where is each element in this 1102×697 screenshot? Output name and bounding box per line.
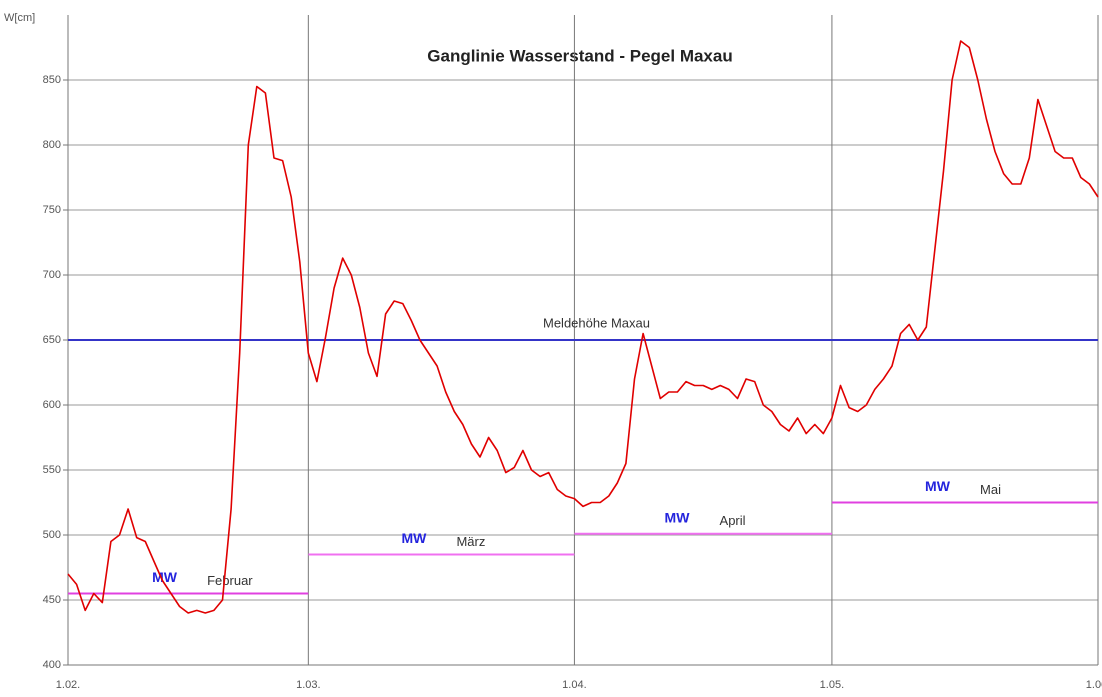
mean-label: MW bbox=[665, 509, 691, 525]
x-tick-label: 1.02. bbox=[56, 679, 80, 691]
y-tick-label: 450 bbox=[43, 594, 61, 606]
mean-label: MW bbox=[152, 569, 178, 585]
x-tick-label: 1.04. bbox=[562, 679, 586, 691]
y-tick-label: 650 bbox=[43, 334, 61, 346]
series-line bbox=[67, 40, 1099, 614]
y-tick-label: 500 bbox=[43, 529, 61, 541]
mean-month: April bbox=[720, 513, 746, 528]
y-tick-label: 600 bbox=[43, 399, 61, 411]
reference-label: Meldehöhe Maxau bbox=[543, 315, 650, 330]
x-tick-label: 1.05. bbox=[820, 679, 844, 691]
mean-month: März bbox=[456, 534, 485, 549]
mean-month: Mai bbox=[980, 482, 1001, 497]
chart-title: Ganglinie Wasserstand - Pegel Maxau bbox=[427, 46, 732, 65]
y-tick-label: 400 bbox=[43, 659, 61, 671]
y-tick-label: 850 bbox=[43, 74, 61, 86]
mean-label: MW bbox=[925, 478, 951, 494]
x-tick-label: 1.03. bbox=[296, 679, 320, 691]
y-tick-label: 750 bbox=[43, 204, 61, 216]
y-tick-label: 550 bbox=[43, 464, 61, 476]
y-tick-label: 800 bbox=[43, 139, 61, 151]
y-tick-label: 700 bbox=[43, 269, 61, 281]
mean-month: Februar bbox=[207, 573, 253, 588]
x-tick-label: 1.06. bbox=[1086, 679, 1102, 691]
mean-label: MW bbox=[401, 530, 427, 546]
y-axis-label: W[cm] bbox=[4, 12, 35, 24]
